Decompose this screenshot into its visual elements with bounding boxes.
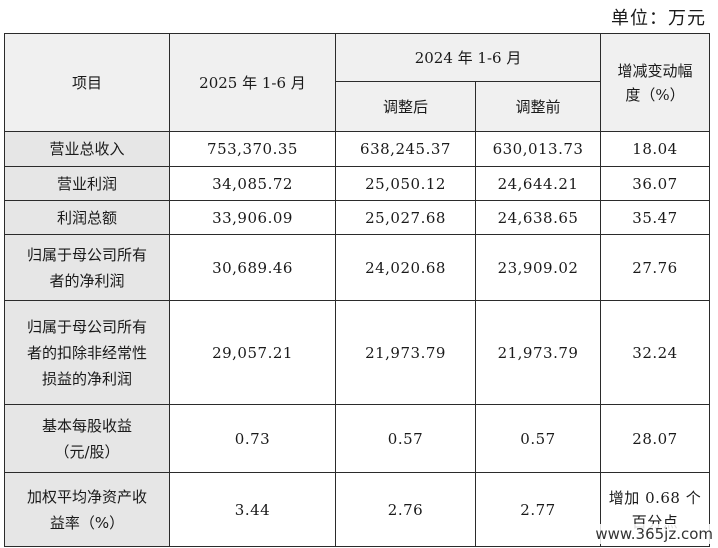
header-adjusted-before: 调整前 — [474, 81, 602, 132]
value-2024-adjusted-before: 630,013.73 — [474, 131, 602, 167]
row-label: 归属于母公司所有 者的净利润 — [4, 234, 170, 301]
value-change: 32.24 — [600, 300, 711, 405]
value-change: 28.07 — [600, 404, 711, 473]
value-change-line: 35.47 — [632, 208, 678, 227]
header-2024: 2024 年 1-6 月 — [334, 33, 602, 82]
value-2025: 753,370.35 — [169, 131, 336, 167]
row-label-line: 益率（%） — [49, 513, 125, 532]
row-label-line: 营业总收入 — [49, 140, 125, 158]
value-change: 35.47 — [600, 200, 711, 235]
header-change-line2: 度（%） — [625, 85, 685, 104]
financial-summary-table: 项目 2025 年 1-6 月 2024 年 1-6 月 增减变动幅 度（%） … — [4, 33, 711, 547]
row-label-line: 损益的净利润 — [41, 369, 132, 388]
row-label-line: 基本每股收益 — [41, 416, 132, 435]
header-2025: 2025 年 1-6 月 — [169, 33, 336, 132]
table-row: 加权平均净资产收 益率（%） 3.44 2.76 2.77 增加 0.68 个百分点 — [4, 472, 711, 547]
value-2025: 29,057.21 — [169, 300, 336, 405]
value-change-line: 增加 0.68 个 — [608, 488, 702, 507]
row-label-line: 者的净利润 — [49, 271, 125, 290]
row-label-line: 利润总额 — [56, 208, 117, 227]
watermark: www.365jz.com — [592, 524, 716, 544]
header-item: 项目 — [4, 33, 170, 132]
value-change-line: 27.76 — [632, 258, 678, 277]
row-label: 基本每股收益 （元/股） — [4, 404, 170, 473]
table-row: 基本每股收益 （元/股） 0.73 0.57 0.57 28.07 — [4, 404, 711, 473]
value-2024-adjusted-before: 21,973.79 — [474, 300, 602, 405]
value-2024-adjusted-before: 2.77 — [474, 472, 602, 547]
table-row: 利润总额 33,906.09 25,027.68 24,638.65 35.47 — [4, 200, 711, 235]
value-2024-adjusted-before: 0.57 — [474, 404, 602, 473]
row-label-line: 加权平均净资产收 — [26, 487, 147, 506]
row-label: 营业利润 — [4, 166, 170, 201]
value-2024-adjusted-after: 0.57 — [335, 404, 476, 473]
table-row: 营业总收入 753,370.35 638,245.37 630,013.73 18.04 — [4, 131, 711, 167]
row-label-line: （元/股） — [54, 442, 120, 461]
unit-label: 单位：万元 — [611, 8, 706, 29]
value-2025: 30,689.46 — [169, 234, 336, 301]
value-2024-adjusted-before: 24,638.65 — [474, 200, 602, 235]
value-2025: 33,906.09 — [169, 200, 336, 235]
value-change-line: 28.07 — [632, 429, 678, 448]
value-2025: 0.73 — [169, 404, 336, 473]
value-2025: 3.44 — [169, 472, 336, 547]
row-label: 利润总额 — [4, 200, 170, 235]
value-2024-adjusted-before: 23,909.02 — [474, 234, 602, 301]
value-change: 27.76 — [600, 234, 711, 301]
header-adjusted-after: 调整后 — [335, 81, 476, 132]
value-change-line: 32.24 — [632, 343, 678, 362]
row-label-line: 者的扣除非经常性 — [26, 343, 147, 362]
header-change: 增减变动幅 度（%） — [600, 33, 711, 132]
row-label: 营业总收入 — [4, 131, 170, 167]
value-change-line: 36.07 — [632, 174, 678, 193]
value-2024-adjusted-after: 25,027.68 — [335, 200, 476, 235]
row-label: 归属于母公司所有 者的扣除非经常性 损益的净利润 — [4, 300, 170, 405]
row-label-line: 归属于母公司所有 — [26, 245, 147, 264]
table-row: 归属于母公司所有 者的扣除非经常性 损益的净利润 29,057.21 21,973.79… — [4, 300, 711, 405]
table-row: 营业利润 34,085.72 25,050.12 24,644.21 36.07 — [4, 166, 711, 201]
value-2024-adjusted-after: 24,020.68 — [335, 234, 476, 301]
header-row-1: 项目 2025 年 1-6 月 2024 年 1-6 月 增减变动幅 度（%） — [4, 33, 711, 132]
value-change: 18.04 — [600, 131, 711, 167]
value-2024-adjusted-after: 21,973.79 — [335, 300, 476, 405]
row-label-line: 营业利润 — [56, 174, 117, 193]
row-label: 加权平均净资产收 益率（%） — [4, 472, 170, 547]
value-2024-adjusted-before: 24,644.21 — [474, 166, 602, 201]
value-2024-adjusted-after: 2.76 — [335, 472, 476, 547]
value-2024-adjusted-after: 25,050.12 — [335, 166, 476, 201]
header-change-line1: 增减变动幅 — [617, 61, 693, 80]
value-change: 36.07 — [600, 166, 711, 201]
value-2024-adjusted-after: 638,245.37 — [335, 131, 476, 167]
table-row: 归属于母公司所有 者的净利润 30,689.46 24,020.68 23,909.02… — [4, 234, 711, 301]
value-change-line: 18.04 — [632, 140, 678, 158]
value-2025: 34,085.72 — [169, 166, 336, 201]
header-row-2: 调整后 调整前 — [5, 81, 710, 132]
row-label-line: 归属于母公司所有 — [26, 317, 147, 336]
